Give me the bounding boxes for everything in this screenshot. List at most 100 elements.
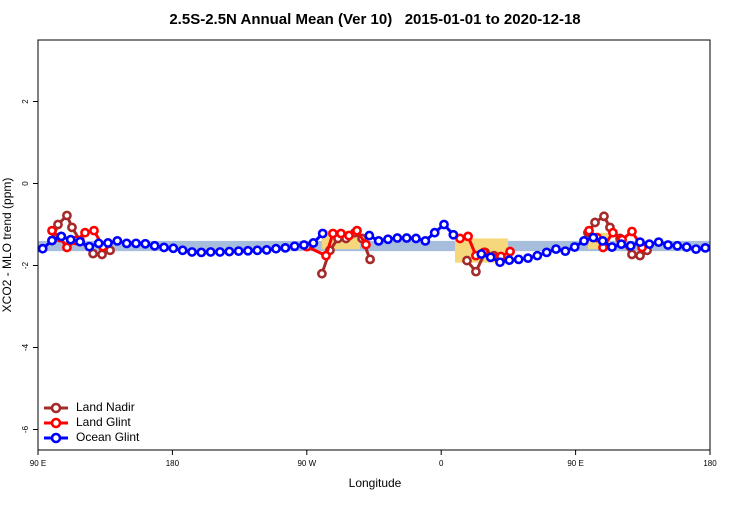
point [352,225,362,236]
y-axis-label: XCO2 - MLO trend (ppm) [0,178,14,313]
point [233,246,244,257]
point [365,254,375,265]
point [681,242,692,252]
point [149,240,160,251]
point [177,245,188,256]
point [462,255,472,266]
point [53,219,63,230]
point [261,245,272,255]
point [75,236,85,247]
point [700,242,710,253]
point [485,252,496,263]
legend-label: Ocean Glint [76,430,140,444]
x-tick-label: 0 [439,459,444,468]
point [505,246,515,257]
chart-title: 2.5S-2.5N Annual Mean (Ver 10) 2015-01-0… [169,11,580,28]
legend-marker [50,417,62,429]
point [196,247,207,258]
point [280,242,291,253]
point [551,244,561,254]
point [103,238,113,248]
point [597,235,608,246]
point [317,228,328,239]
point [691,244,701,254]
point [271,243,281,254]
y-tick-label: -2 [21,261,30,269]
point [140,238,151,249]
point [361,239,371,250]
point [607,242,617,252]
point [321,250,331,261]
y-tick-label: 2 [21,99,30,104]
point [625,240,636,251]
point [328,228,338,239]
point [299,240,309,250]
point [495,257,505,268]
point [588,232,599,243]
point [635,237,645,248]
point [336,228,346,239]
y-tick-label: -4 [21,343,30,351]
point [373,235,384,246]
x-tick-label: 90 E [567,459,583,468]
point [653,237,664,248]
point [532,250,543,261]
point [205,247,216,257]
x-tick-label: 180 [703,459,717,468]
point [62,242,72,253]
point [317,268,327,279]
band [38,240,710,252]
point [47,225,57,236]
point [672,240,683,251]
point [308,238,319,248]
point [392,233,403,243]
point [569,242,580,252]
point [471,266,481,277]
point [88,248,98,259]
y-tick-label: -6 [21,425,30,433]
legend-label: Land Glint [76,415,131,429]
point [67,222,77,233]
point [616,239,627,250]
point [411,233,421,244]
plot [38,210,710,279]
legend-label: Land Nadir [76,400,135,414]
point [364,230,375,241]
point [62,210,72,221]
point [187,247,197,257]
point [38,243,48,254]
point [584,225,594,236]
point [168,243,179,254]
point [663,240,673,250]
point [627,249,637,260]
point [89,225,99,236]
point [448,229,459,240]
point [383,234,393,245]
point [121,238,132,249]
legend-marker [50,432,62,444]
point [344,230,354,241]
point [243,245,253,256]
point [215,247,225,257]
point [131,238,141,249]
point [560,246,571,257]
point [47,235,57,246]
point [599,211,609,222]
point [463,231,473,242]
point [504,255,515,266]
point [590,217,600,228]
point [513,254,524,265]
point [439,219,449,230]
point [429,227,440,238]
point [159,242,169,253]
point [476,249,487,259]
point [65,234,76,245]
point [93,238,104,249]
y-tick-label: 0 [21,181,30,186]
plot-frame [37,39,711,451]
point [84,241,95,252]
point [224,246,235,257]
point [401,233,412,243]
point [644,239,655,250]
